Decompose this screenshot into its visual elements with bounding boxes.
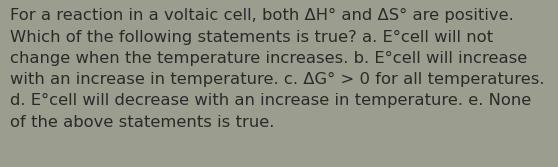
Text: For a reaction in a voltaic cell, both ΔH° and ΔS° are positive.
Which of the fo: For a reaction in a voltaic cell, both Δ… <box>10 8 545 130</box>
